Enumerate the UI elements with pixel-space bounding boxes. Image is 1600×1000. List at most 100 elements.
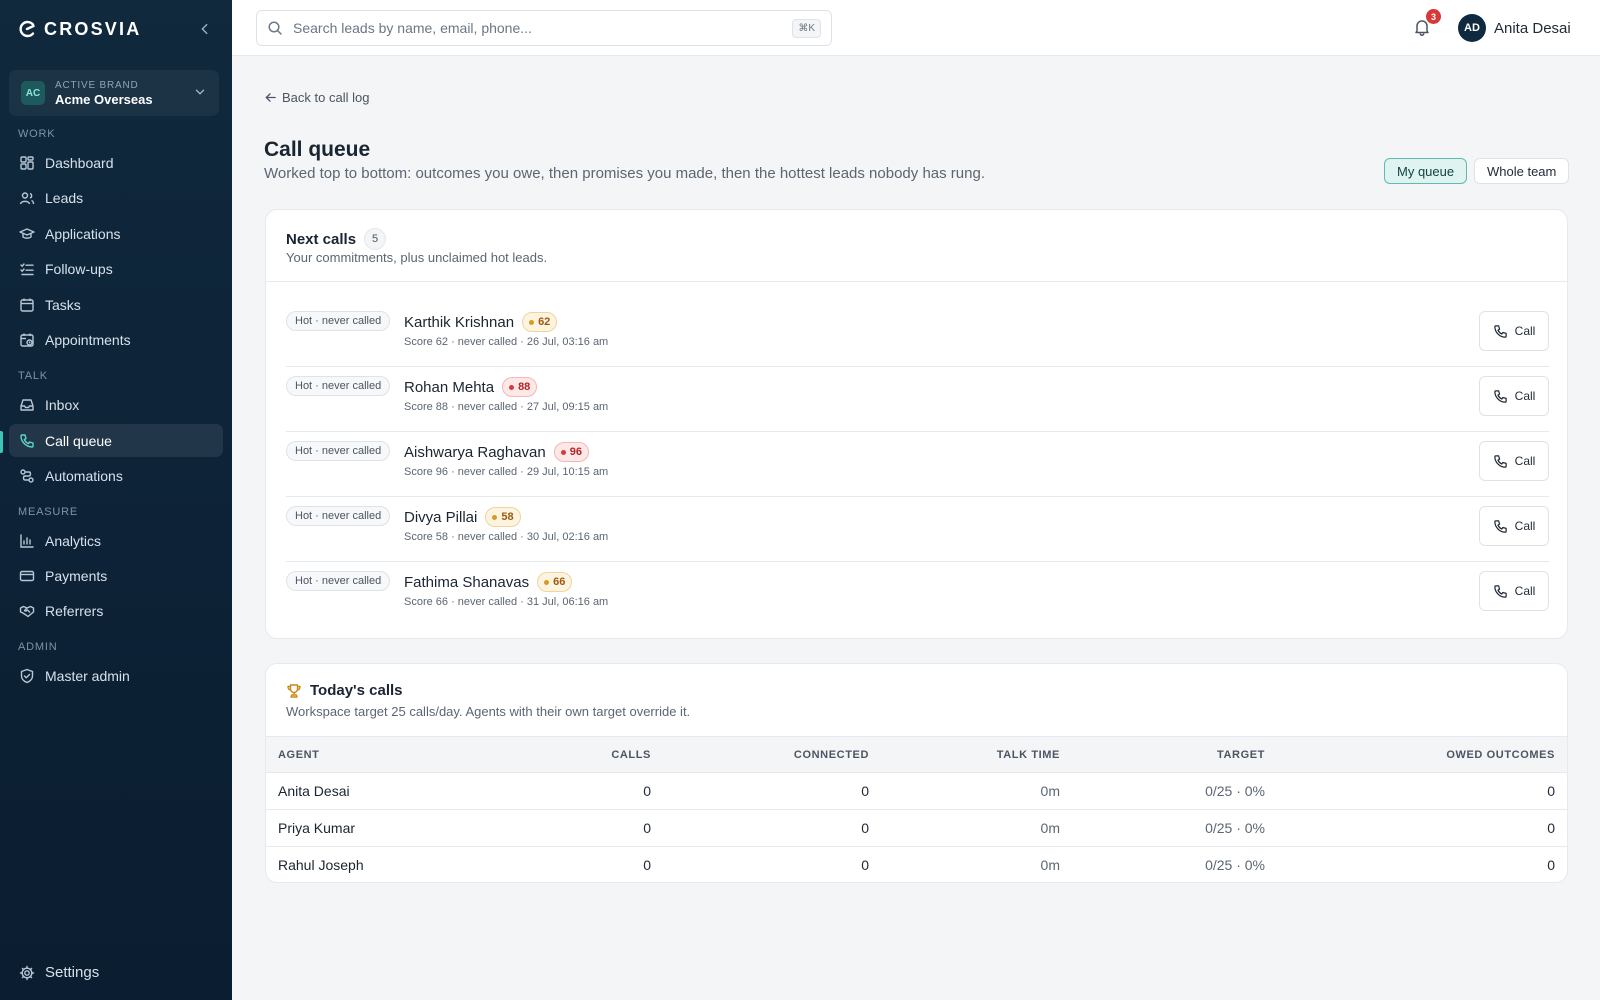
lead-name-link[interactable]: Karthik Krishnan 62 [404,312,558,332]
list-item: Hot · never called Fathima Shanavas 66 S… [286,562,1549,627]
back-to-call-log-link[interactable]: Back to call log [264,90,369,105]
call-button-label: Call [1514,584,1536,598]
sidebar-item-referrers[interactable]: Referrers [9,594,223,627]
logo[interactable]: CROSVIA [18,18,214,40]
lead-score: 88 [518,381,531,393]
phone-icon [1493,584,1508,599]
sidebar-item-applications[interactable]: Applications [9,217,223,250]
lead-meta: Score 66 · never called · 31 Jul, 06:16 … [404,596,609,608]
next-calls-card: Next calls 5 Your commitments, plus uncl… [265,209,1568,639]
search-box[interactable]: ⌘K [256,10,832,46]
logo-text: CROSVIA [44,18,142,39]
column-header-connected[interactable]: CONNECTED [651,736,869,773]
arrow-left-icon [264,91,277,104]
crosvia-logo-icon [18,19,38,39]
call-button[interactable]: Call [1479,441,1549,481]
notifications-bell-icon[interactable] [1412,17,1434,39]
sidebar-item-label: Appointments [45,331,131,348]
whole-team-toggle[interactable]: Whole team [1474,158,1570,184]
page-subtitle: Worked top to bottom: outcomes you owe, … [264,165,985,182]
lead-name-link[interactable]: Divya Pillai 58 [404,507,521,527]
phone-icon [1493,519,1508,534]
sidebar-item-leads[interactable]: Leads [9,181,223,214]
agent-name: Rahul Joseph [278,857,364,874]
lead-meta: Score 58 · never called · 30 Jul, 02:16 … [404,531,609,543]
lead-score-badge: 66 [537,572,573,592]
owed-outcomes: 0 [1547,857,1555,874]
workflow-icon [19,468,35,484]
back-link-label: Back to call log [282,90,370,105]
sidebar-item-tasks[interactable]: Tasks [9,288,223,321]
sidebar-item-label: Automations [45,467,123,484]
sidebar-item-inbox[interactable]: Inbox [9,388,223,421]
sidebar-item-label: Analytics [45,532,102,549]
sidebar-item-appointments[interactable]: Appointments [9,323,223,356]
sidebar-item-label: Inbox [45,396,80,413]
calendar-icon [19,297,35,313]
sidebar-item-analytics[interactable]: Analytics [9,524,223,557]
topbar: ⌘K 3 AD Anita Desai [232,0,1600,56]
column-header-owed-outcomes[interactable]: OWED OUTCOMES [1265,736,1567,773]
target-progress: 0/25 · 0% [1060,809,1265,847]
lead-meta: Score 96 · never called · 29 Jul, 10:15 … [404,466,609,478]
column-header-talk-time[interactable]: TALK TIME [869,736,1060,773]
lead-score: 66 [553,576,566,588]
brand-switcher[interactable]: AC ACTIVE BRAND Acme Overseas [9,70,219,116]
sidebar-item-automations[interactable]: Automations [9,459,223,492]
brand-name: Acme Overseas [55,91,153,107]
collapse-sidebar-button[interactable] [196,20,214,38]
graduation-cap-icon [19,226,35,242]
sidebar-item-label: Payments [45,567,108,584]
column-header-calls[interactable]: CALLS [516,736,651,773]
status-badge: Hot · never called [286,506,391,526]
lead-name-link[interactable]: Aishwarya Raghavan 96 [404,442,589,462]
lead-name-link[interactable]: Fathima Shanavas 66 [404,572,573,592]
divider [266,281,1567,282]
my-queue-toggle[interactable]: My queue [1384,158,1468,184]
lead-score-badge: 96 [553,442,589,462]
sidebar-item-call-queue[interactable]: Call queue [9,424,223,457]
lead-meta: Score 88 · never called · 27 Jul, 09:15 … [404,401,609,413]
lead-name: Aishwarya Raghavan [404,443,546,461]
sidebar-item-label: Follow-ups [45,260,113,277]
sidebar-item-settings[interactable]: Settings [9,956,223,989]
sidebar-item-follow-ups[interactable]: Follow-ups [9,252,223,285]
search-input[interactable] [293,20,773,36]
column-header-agent[interactable]: AGENT [266,736,516,773]
agent-name: Anita Desai [266,772,516,810]
shield-icon [19,668,35,684]
call-button-label: Call [1514,389,1536,403]
credit-card-icon [19,568,35,584]
brand-avatar: AC [21,81,45,105]
todays-calls-title: Today's calls [310,682,403,699]
call-button[interactable]: Call [1479,311,1549,351]
search-icon [267,20,283,36]
user-menu[interactable]: AD Anita Desai [1458,14,1571,42]
column-header-target[interactable]: TARGET [1060,736,1265,773]
sidebar-item-dashboard[interactable]: Dashboard [9,146,223,179]
call-button[interactable]: Call [1479,376,1549,416]
calls-count: 0 [643,857,651,874]
lead-name-link[interactable]: Rohan Mehta 88 [404,377,538,397]
sidebar: CROSVIA AC ACTIVE BRAND Acme Overseas WO… [0,0,232,1000]
list-item: Hot · never called Rohan Mehta 88 Score … [286,367,1549,432]
call-button[interactable]: Call [1479,506,1549,546]
score-dot-icon [509,384,515,390]
lead-score: 58 [501,511,514,523]
call-button[interactable]: Call [1479,571,1549,611]
sidebar-item-payments[interactable]: Payments [9,559,223,592]
brand-label: ACTIVE BRAND [55,79,139,91]
list-check-icon [19,261,35,277]
sidebar-item-master-admin[interactable]: Master admin [9,659,223,692]
table-row: Priya Kumar 0 0 0m 0/25 · 0% 0 [266,809,1567,847]
trophy-icon [286,683,302,699]
sidebar-item-label: Master admin [45,667,130,684]
owed-outcomes: 0 [1265,809,1567,847]
active-indicator [0,431,3,453]
dashboard-icon [19,155,35,171]
phone-icon [1493,324,1508,339]
search-shortcut: ⌘K [792,19,821,38]
call-button-label: Call [1514,324,1536,338]
calls-count: 0 [516,809,651,847]
calendar-clock-icon [19,332,35,348]
